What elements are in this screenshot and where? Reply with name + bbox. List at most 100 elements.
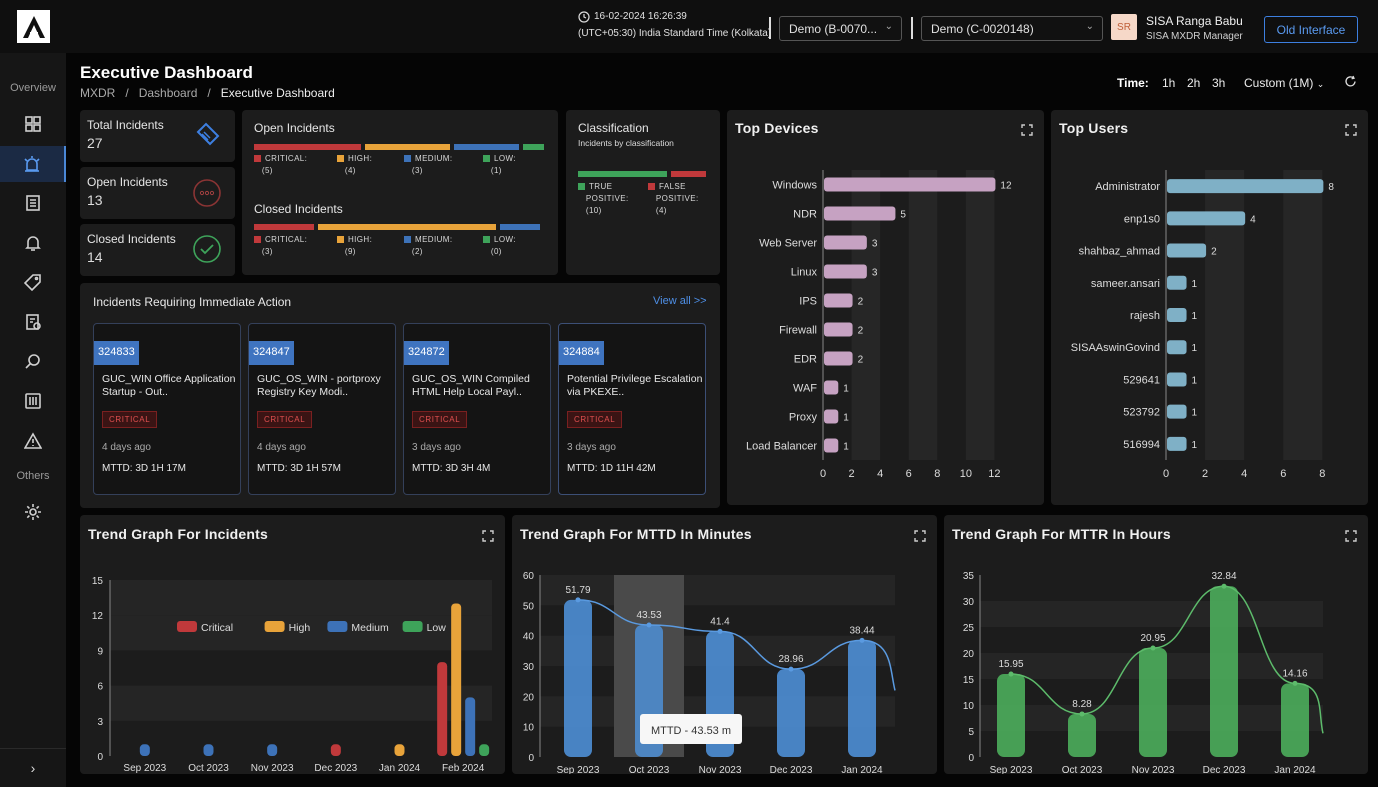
value-label: 3 [872,268,878,279]
tenant-select-c[interactable]: Demo (C-0020148) ⌄ [921,16,1103,41]
value-label: 1 [1192,375,1198,386]
total-incidents-card[interactable]: Total Incidents 27 [80,110,235,162]
mttd-chart: 0 10 20 30 40 50 60 Sep 2023 51.79 Oct 2023 43.53 N… [523,571,896,774]
refresh-icon[interactable] [1344,75,1358,89]
bar-medium [139,744,150,756]
closed-incidents-label: Closed Incidents [87,232,176,246]
chevron-down-icon: ⌄ [1085,21,1094,32]
bar [824,438,839,453]
time-option-3h[interactable]: 3h [1212,76,1226,90]
mttr-card: Trend Graph For MTTR In Hours 0 5 10 15 20 25… [944,515,1368,774]
bar [1167,275,1187,290]
x-tick-label: Dec 2023 [1203,765,1246,774]
sidebar-item-reports[interactable] [0,185,66,221]
severity-badge: CRITICAL [567,411,623,428]
search-doc-icon [25,354,40,369]
bar [1167,243,1207,258]
value-label: 8 [1328,182,1334,193]
tooltip-box [640,714,742,744]
avatar[interactable]: SR [1111,14,1137,40]
sidebar-item-dashboard[interactable] [0,106,66,142]
false-positive-segment [670,171,706,177]
incident-tile[interactable]: 324872 GUC_OS_WIN Compiled HTML Help Loc… [403,323,551,495]
sidebar-item-tags[interactable] [0,264,66,300]
legend-label: Medium [351,622,389,634]
x-tick-label: 10 [960,468,972,480]
expand-icon[interactable] [482,529,494,542]
bar [824,380,839,395]
open-segment-high [364,144,451,150]
breadcrumb-dashboard[interactable]: Dashboard [138,86,198,100]
y-tick-label: 50 [523,601,535,612]
sliders-icon [25,393,41,409]
view-all-link[interactable]: View all >> [653,295,707,307]
incident-age: 4 days ago [257,442,306,453]
old-interface-button[interactable]: Old Interface [1264,16,1358,43]
top-users-title: Top Users [1059,120,1129,136]
grid-band [1283,170,1323,460]
value-label: 12 [1000,181,1012,192]
classification-card: Classification Incidents by classificati… [566,110,720,275]
y-tick-label: 25 [963,623,975,634]
legend-swatch [177,621,197,632]
legend-low: LOW: (1) [483,153,516,177]
bar-high [451,603,462,756]
time-option-2h[interactable]: 2h [1187,76,1201,90]
bar [1281,683,1309,757]
x-tick-label: Jan 2024 [841,765,883,774]
incident-tile[interactable]: 324833 GUC_WIN Office Application Startu… [93,323,241,495]
expand-icon[interactable] [1345,123,1357,136]
top-users-chart: 0 2 4 6 8 Administrator 8 enp1s0 4 shahbaz_ahmad 2… [1071,170,1334,480]
open-incidents-card[interactable]: Open Incidents 13 [80,167,235,219]
sidebar-item-incidents[interactable] [0,146,66,182]
trend-incidents-title: Trend Graph For Incidents [88,526,269,542]
y-tick-label: 10 [523,723,535,734]
y-tick-label: 3 [97,717,103,728]
data-label: 41.4 [710,616,730,627]
custom-range-dropdown[interactable]: Custom (1M) ⌄ [1244,76,1325,90]
bar-medium [465,697,476,756]
y-tick-label: 20 [963,649,975,660]
category-label: shahbaz_ahmad [1079,246,1160,258]
value-label: 1 [1192,440,1198,451]
expand-icon[interactable] [1021,123,1033,136]
breadcrumb-mxdr[interactable]: MXDR [80,86,116,100]
x-tick-label: 12 [988,468,1000,480]
tenant-select-b[interactable]: Demo (B-0070... ⌄ [779,16,902,41]
time-option-1h[interactable]: 1h [1162,76,1176,90]
total-incidents-value: 27 [87,135,103,151]
breadcrumb-current: Executive Dashboard [220,86,335,100]
incident-tile[interactable]: 324847 GUC_OS_WIN - portproxy Registry K… [248,323,396,495]
sidebar-item-threats[interactable] [0,423,66,459]
closed-incidents-card[interactable]: Closed Incidents 14 [80,224,235,276]
trend-incidents-chart: 0 3 6 9 12 15 Sep 2023 Oct 2023 Nov 2023 Dec 2023… [92,576,492,774]
closed-segment-medium [500,224,540,230]
sidebar-item-search[interactable] [0,343,66,379]
bar-medium [267,744,278,756]
user-name[interactable]: SISA Ranga Babu [1146,14,1243,28]
category-label: Windows [772,180,817,192]
bar-low [479,744,490,756]
main-content: Executive Dashboard MXDR / Dashboard / E… [66,53,1378,787]
top-devices-title: Top Devices [735,120,819,136]
sidebar-item-compliance[interactable] [0,304,66,340]
line-point [646,622,652,628]
legend-high: HIGH: (9) [337,234,372,258]
y-tick-label: 35 [963,571,975,582]
sidebar-item-settings[interactable] [0,494,66,530]
checkmark-circle-icon [192,234,222,269]
alarm-icon [24,156,40,172]
value-label: 3 [872,239,878,250]
expand-icon[interactable] [914,529,926,542]
app-logo[interactable] [17,10,50,43]
x-tick-label: Oct 2023 [188,763,229,774]
sidebar-expand-button[interactable]: › [0,748,66,787]
classification-title: Classification [578,121,649,135]
expand-icon[interactable] [1345,529,1357,542]
incident-tile[interactable]: 324884 Potential Privilege Escalation vi… [558,323,706,495]
value-label: 2 [858,297,864,308]
sidebar-item-alerts[interactable] [0,225,66,261]
category-label: EDR [794,354,817,366]
sidebar-item-settings-tuning[interactable] [0,383,66,419]
